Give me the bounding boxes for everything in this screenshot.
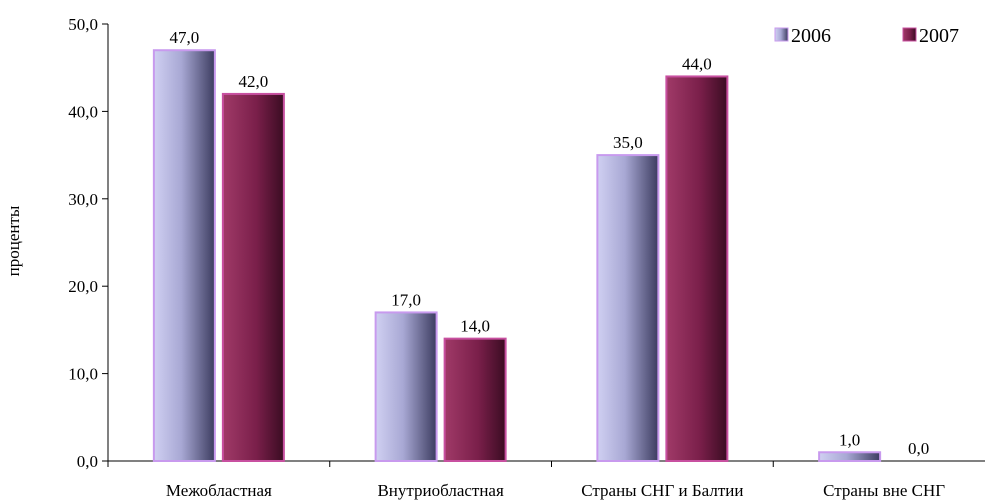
category-label: Страны вне СНГ [823,481,945,500]
data-label: 0,0 [908,439,929,458]
y-tick-label: 10,0 [68,365,98,384]
bar-2007-2 [665,75,729,462]
data-label: 17,0 [391,290,421,309]
bar-2007-1 [443,337,507,463]
category-label: Межобластная [166,481,272,500]
y-tick-label: 20,0 [68,277,98,296]
category-label: Страны СНГ и Балтии [581,481,743,500]
bar-2006-3 [818,451,882,463]
data-labels: 47,0 42,0 17,0 14,0 35,0 44,0 1,0 0,0 [170,28,930,458]
y-tick-label: 50,0 [68,15,98,34]
y-axis-title: проценты [4,205,23,276]
legend-label: 2007 [919,25,959,47]
y-tick-label: 40,0 [68,102,98,121]
data-label: 44,0 [682,54,712,73]
data-label: 42,0 [239,72,269,91]
legend-swatch-2007 [902,27,917,42]
bar-2006-2 [596,154,660,462]
y-ticks: 0,0 10,0 20,0 30,0 40,0 50,0 [68,15,108,471]
x-ticks [107,461,774,467]
legend-label: 2006 [791,25,831,47]
bar-2006-0 [152,49,216,462]
data-label: 14,0 [460,317,490,336]
legend: 2006 2007 [774,25,959,47]
category-labels: Межобластная Внутриобластная Страны СНГ и … [166,481,945,500]
bars [152,49,882,463]
y-tick-label: 0,0 [77,452,98,471]
data-label: 47,0 [170,28,200,47]
category-label: Внутриобластная [377,481,504,500]
legend-swatch-2006 [774,27,789,42]
y-tick-label: 30,0 [68,190,98,209]
data-label: 1,0 [839,430,860,449]
data-label: 35,0 [613,133,643,152]
bar-2007-0 [221,92,285,462]
bar-2006-1 [374,311,438,463]
